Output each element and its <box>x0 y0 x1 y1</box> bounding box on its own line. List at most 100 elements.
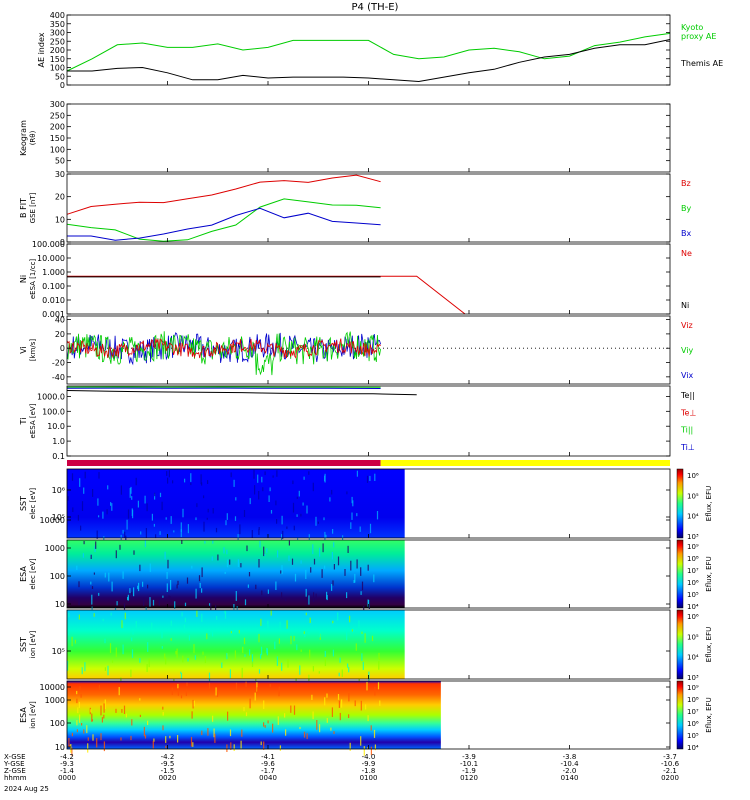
spectrogram-texture <box>367 599 369 607</box>
footer-value: -3.7 <box>663 753 677 761</box>
spectrogram-texture <box>154 492 156 497</box>
spectrogram-texture <box>260 653 262 659</box>
ytick-label: 0.001 <box>42 310 65 319</box>
spectrogram-texture <box>104 667 106 671</box>
spectrogram-texture <box>351 496 353 504</box>
spectrogram-texture <box>83 487 85 494</box>
spectrogram-texture <box>162 595 164 598</box>
colorbar-label: Eflux, EFU <box>705 627 713 662</box>
spectrogram-texture <box>100 733 102 741</box>
ytick-label: 300 <box>50 100 65 109</box>
spectrogram-texture <box>304 633 306 638</box>
ylabel-unit: ion [eV] <box>29 631 37 659</box>
spectrogram-texture <box>182 655 184 663</box>
spectrogram-texture <box>315 516 317 526</box>
ytick-label: 0.1 <box>52 452 65 461</box>
spectrogram-texture <box>277 550 279 558</box>
spectrogram-texture <box>370 746 372 756</box>
spectrogram-texture <box>158 599 160 606</box>
spectrogram-texture <box>98 472 100 479</box>
spectrogram-texture <box>110 502 112 506</box>
spectrogram-texture <box>331 552 333 560</box>
spectrogram-texture <box>255 584 257 590</box>
spectrogram-texture <box>374 686 376 696</box>
spectrogram-texture <box>251 654 254 664</box>
spectrogram-texture <box>243 707 245 712</box>
footer-value: -9.6 <box>261 760 275 768</box>
spectrogram-texture <box>308 471 310 475</box>
ylabel: Keogram <box>19 120 28 156</box>
spectrogram-texture <box>174 601 176 609</box>
spectrogram-texture <box>104 638 106 644</box>
spectrogram-texture <box>256 682 258 692</box>
ytick-label: 100 <box>50 64 65 73</box>
spectrogram-texture <box>86 725 88 734</box>
colorbar-gradient <box>676 468 684 539</box>
spectrogram-texture <box>341 699 343 708</box>
spectrogram-texture <box>165 736 167 743</box>
spectrogram-texture <box>186 682 188 687</box>
spectrogram-texture <box>217 554 219 561</box>
ytick-label: 1000 <box>45 696 65 705</box>
footer-row-label: Y-GSE <box>3 760 25 768</box>
spectrogram-texture <box>306 733 308 740</box>
spectrogram-texture <box>131 719 133 726</box>
footer-value: -2.1 <box>663 767 677 775</box>
spectrogram-texture <box>300 513 302 517</box>
spectrogram-texture <box>346 592 348 599</box>
ytick-label: 100 <box>50 145 65 154</box>
spectrogram-texture <box>83 541 85 545</box>
spectrogram-texture <box>285 598 287 602</box>
spectrogram-texture <box>146 663 148 672</box>
ytick-label: 20 <box>55 193 65 202</box>
spectrogram-texture <box>225 520 227 526</box>
spectrogram-texture <box>119 544 121 550</box>
ytick-label: 1000.0 <box>37 392 65 401</box>
spectrogram-texture <box>379 700 381 706</box>
spectrogram-texture <box>333 564 335 570</box>
spectrogram-texture <box>121 620 123 629</box>
spectrogram-texture <box>87 743 89 753</box>
spectrogram-texture <box>78 581 80 588</box>
footer-value: -1.9 <box>462 767 476 775</box>
spectrogram-fill <box>67 610 405 679</box>
colorbar-label: Eflux, EFU <box>705 697 713 732</box>
spectrogram-texture <box>177 683 179 689</box>
spectrogram-texture <box>87 737 89 741</box>
spectrogram-texture <box>249 698 251 709</box>
spectrogram-texture <box>166 471 168 476</box>
ylabel: SST <box>19 496 28 511</box>
spectrogram-texture <box>352 500 354 507</box>
spectrogram-texture <box>139 698 141 701</box>
spectrogram-texture <box>262 487 264 492</box>
spectrogram-texture <box>78 598 80 606</box>
spectrogram-texture <box>76 690 78 695</box>
spectrogram-texture <box>368 600 370 609</box>
spectrogram-texture <box>366 475 369 483</box>
spectrogram-texture <box>132 628 134 635</box>
footer-value: -1.7 <box>261 767 275 775</box>
spectrogram-texture <box>191 711 193 719</box>
spectrogram-texture <box>137 585 139 590</box>
spectrogram-texture <box>360 736 362 746</box>
spectrogram-texture <box>145 528 147 538</box>
spectrogram-texture <box>146 503 148 512</box>
spectrogram-texture <box>152 599 155 606</box>
ylabel-unit: eESA [eV] <box>29 403 37 438</box>
spectrogram-texture <box>120 737 122 741</box>
spectrogram-texture <box>165 745 167 749</box>
spectrogram-texture <box>278 686 280 694</box>
ytick-label: 10 <box>55 600 65 609</box>
legend-label: Viz <box>681 321 693 330</box>
colorbar-tick: 10⁶ <box>687 472 699 480</box>
spectrogram-texture <box>176 584 178 589</box>
spectrogram-texture <box>80 525 82 531</box>
spectrogram-texture <box>79 686 81 691</box>
spectrogram-texture <box>208 629 210 635</box>
spectrogram-texture <box>76 729 78 733</box>
spectrogram-texture <box>258 491 260 500</box>
spectrogram-texture <box>330 727 332 731</box>
spectrogram-texture <box>140 531 142 535</box>
spectrogram-texture <box>254 485 256 495</box>
